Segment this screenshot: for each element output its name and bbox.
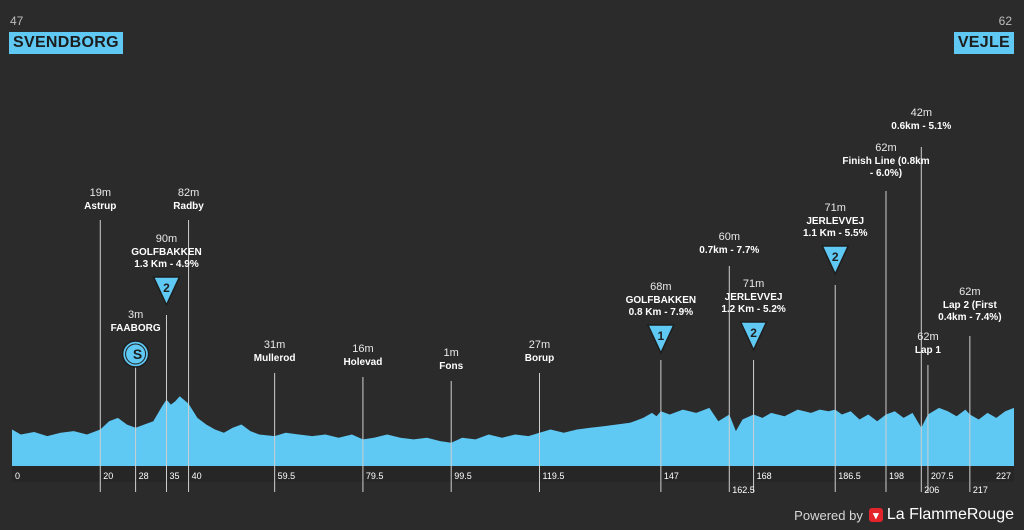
point-altitude: 62m <box>875 142 896 154</box>
point-altitude: 90m <box>156 233 177 245</box>
point-name: Borup <box>525 353 554 364</box>
kom-category: 2 <box>750 326 757 340</box>
point-name: FAABORG <box>111 323 161 334</box>
distance-tick-label: 162.5 <box>732 485 755 495</box>
distance-tick-label: 0 <box>15 471 20 481</box>
climb-detail: 1.2 Km - 5.2% <box>721 304 786 315</box>
climb-detail: 0.7km - 7.7% <box>699 245 759 256</box>
point-name: Fons <box>439 361 463 372</box>
point-name: JERLEVVEJ <box>725 292 783 303</box>
brand-name: La FlammeRouge <box>886 506 1014 523</box>
climb-detail: 0.8 Km - 7.9% <box>629 307 694 318</box>
brand[interactable]: ▾ La FlammeRouge <box>868 506 1014 524</box>
point-altitude: 62m <box>959 286 980 298</box>
sprint-icon-glyph: S <box>133 346 142 362</box>
distance-tick-label: 79.5 <box>366 471 384 481</box>
distance-tick-label: 186.5 <box>838 471 861 481</box>
point-altitude: 82m <box>178 187 199 199</box>
distance-tick-label: 147 <box>664 471 679 481</box>
point-altitude: 27m <box>529 339 550 351</box>
distance-tick-label: 59.5 <box>278 471 296 481</box>
kom-category: 2 <box>163 281 170 295</box>
finish-town: VEJLE <box>953 32 1014 54</box>
distance-tick-label: 119.5 <box>542 471 564 481</box>
point-name: Holevad <box>343 357 382 368</box>
climb-detail: 1.3 Km - 4.9% <box>134 259 199 270</box>
distance-tick-label: 217 <box>973 485 988 495</box>
kom-icon <box>821 245 850 276</box>
point-name-continued: 0.4km - 7.4%) <box>938 312 1001 323</box>
distance-tick-label: 99.5 <box>454 471 472 481</box>
point-name: Astrup <box>84 201 116 212</box>
climb-detail: 1.1 Km - 5.5% <box>803 228 868 239</box>
point-altitude: 60m <box>719 231 740 243</box>
distance-tick-label: 206 <box>924 485 939 495</box>
point-name: JERLEVVEJ <box>806 216 864 227</box>
finish-altitude: 62 <box>998 14 1012 28</box>
point-altitude: 42m <box>911 107 932 119</box>
point-altitude: 71m <box>825 202 846 214</box>
distance-tick-label: 20 <box>103 471 113 481</box>
flag-icon: ▾ <box>868 508 883 522</box>
point-altitude: 1m <box>444 347 459 359</box>
kom-category: 2 <box>832 250 839 264</box>
point-altitude: 3m <box>128 309 143 321</box>
distance-tick-label: 227 <box>996 471 1011 481</box>
point-altitude: 68m <box>650 281 671 293</box>
point-name: Finish Line (0.8km <box>842 156 929 167</box>
climb-detail: 0.6km - 5.1% <box>891 121 951 132</box>
point-name: Lap 2 (First <box>943 300 998 311</box>
start-town: SVENDBORG <box>9 32 123 54</box>
distance-tick-label: 198 <box>889 471 904 481</box>
kom-icon <box>152 276 181 307</box>
point-name: GOLFBAKKEN <box>131 247 202 258</box>
start-altitude: 47 <box>10 14 24 28</box>
distance-tick-label: 168 <box>757 471 772 481</box>
point-name: GOLFBAKKEN <box>626 295 697 306</box>
powered-by-text: Powered by <box>794 507 863 523</box>
point-name: Radby <box>173 201 204 212</box>
point-name: Mullerod <box>254 353 296 364</box>
point-altitude: 31m <box>264 339 285 351</box>
distance-tick-label: 28 <box>139 471 149 481</box>
point-altitude: 16m <box>352 343 373 355</box>
point-altitude: 71m <box>743 278 764 290</box>
point-altitude: 62m <box>917 331 938 343</box>
distance-tick-label: 207.5 <box>931 471 954 481</box>
footer: Powered by ▾ La FlammeRouge <box>794 506 1014 524</box>
distance-strip <box>12 466 1014 482</box>
point-name-continued: - 6.0%) <box>870 168 902 179</box>
kom-icon <box>739 321 768 352</box>
distance-tick-label: 35 <box>169 471 179 481</box>
profile-area <box>12 396 1014 466</box>
kom-category: 1 <box>658 329 665 343</box>
point-name: Lap 1 <box>915 345 942 356</box>
distance-tick-label: 40 <box>192 471 202 481</box>
kom-icon <box>646 324 676 355</box>
sprint-icon-ring <box>125 343 147 365</box>
sprint-icon <box>121 340 150 368</box>
point-altitude: 19m <box>90 187 111 199</box>
